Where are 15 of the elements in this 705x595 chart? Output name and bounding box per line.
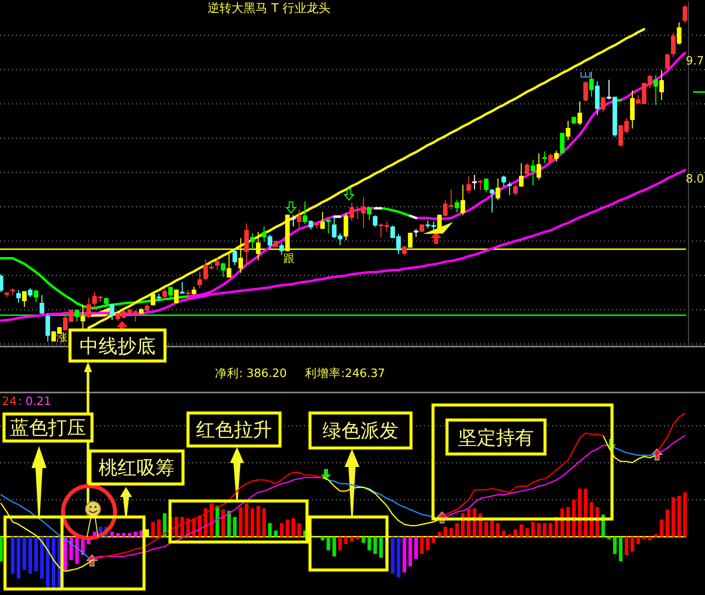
chart-title: 逆转大黑马 T 行业龙头 <box>208 1 330 15</box>
y-tick-label: 8.0 <box>686 171 704 186</box>
annotation: 桃红吸筹 <box>98 457 174 479</box>
text: : 0.21 <box>18 394 52 408</box>
annotation: 涨 <box>56 331 68 344</box>
annotation: 坚定持有 <box>458 427 534 449</box>
text: 利增率:246.37 <box>305 366 386 380</box>
annotation: 绿色派发 <box>322 420 398 442</box>
annotation: 中线抄底 <box>80 336 156 358</box>
annotation: 红色拉升 <box>196 419 272 441</box>
text: 净利: 386.20 <box>215 366 287 380</box>
text: 24 <box>2 394 17 408</box>
annotation: 蓝色打压 <box>10 417 86 439</box>
annotation: 跟 <box>284 252 294 265</box>
y-tick-label: 9.7 <box>686 53 704 68</box>
